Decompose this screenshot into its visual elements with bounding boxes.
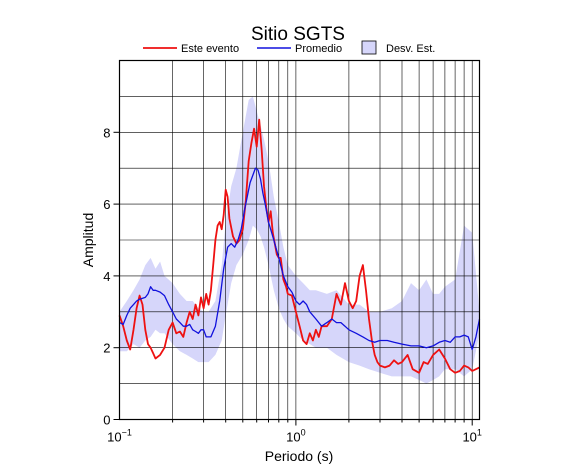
series-line-este-evento <box>118 118 480 374</box>
x-tick-label: 101 <box>462 428 481 445</box>
y-axis: 0 2 4 6 8 <box>103 125 120 428</box>
series-layer <box>118 118 481 374</box>
x-tick-label: 10−1 <box>107 428 132 445</box>
series-line-promedio <box>119 167 481 351</box>
y-tick-label: 0 <box>103 413 110 428</box>
y-tick-label: 6 <box>103 197 110 212</box>
x-axis: 10−1 100 101 <box>107 419 482 445</box>
legend-label-este-evento: Este evento <box>181 43 239 55</box>
legend-label-promedio: Promedio <box>295 43 342 55</box>
y-axis-label: Amplitud <box>80 213 96 267</box>
legend-label-desv-est: Desv. Est. <box>386 43 435 55</box>
legend-box-desv-est <box>361 40 377 55</box>
x-axis-label: Periodo (s) <box>265 448 333 464</box>
y-tick-label: 8 <box>103 125 110 140</box>
grid <box>119 60 480 420</box>
x-tick-label: 100 <box>286 428 305 445</box>
plot-frame <box>118 59 481 421</box>
y-tick-label: 2 <box>103 341 110 356</box>
legend: Este evento Promedio Desv. Est. <box>143 40 435 55</box>
chart-title: Sitio SGTS <box>251 24 345 45</box>
y-tick-label: 4 <box>103 269 110 284</box>
